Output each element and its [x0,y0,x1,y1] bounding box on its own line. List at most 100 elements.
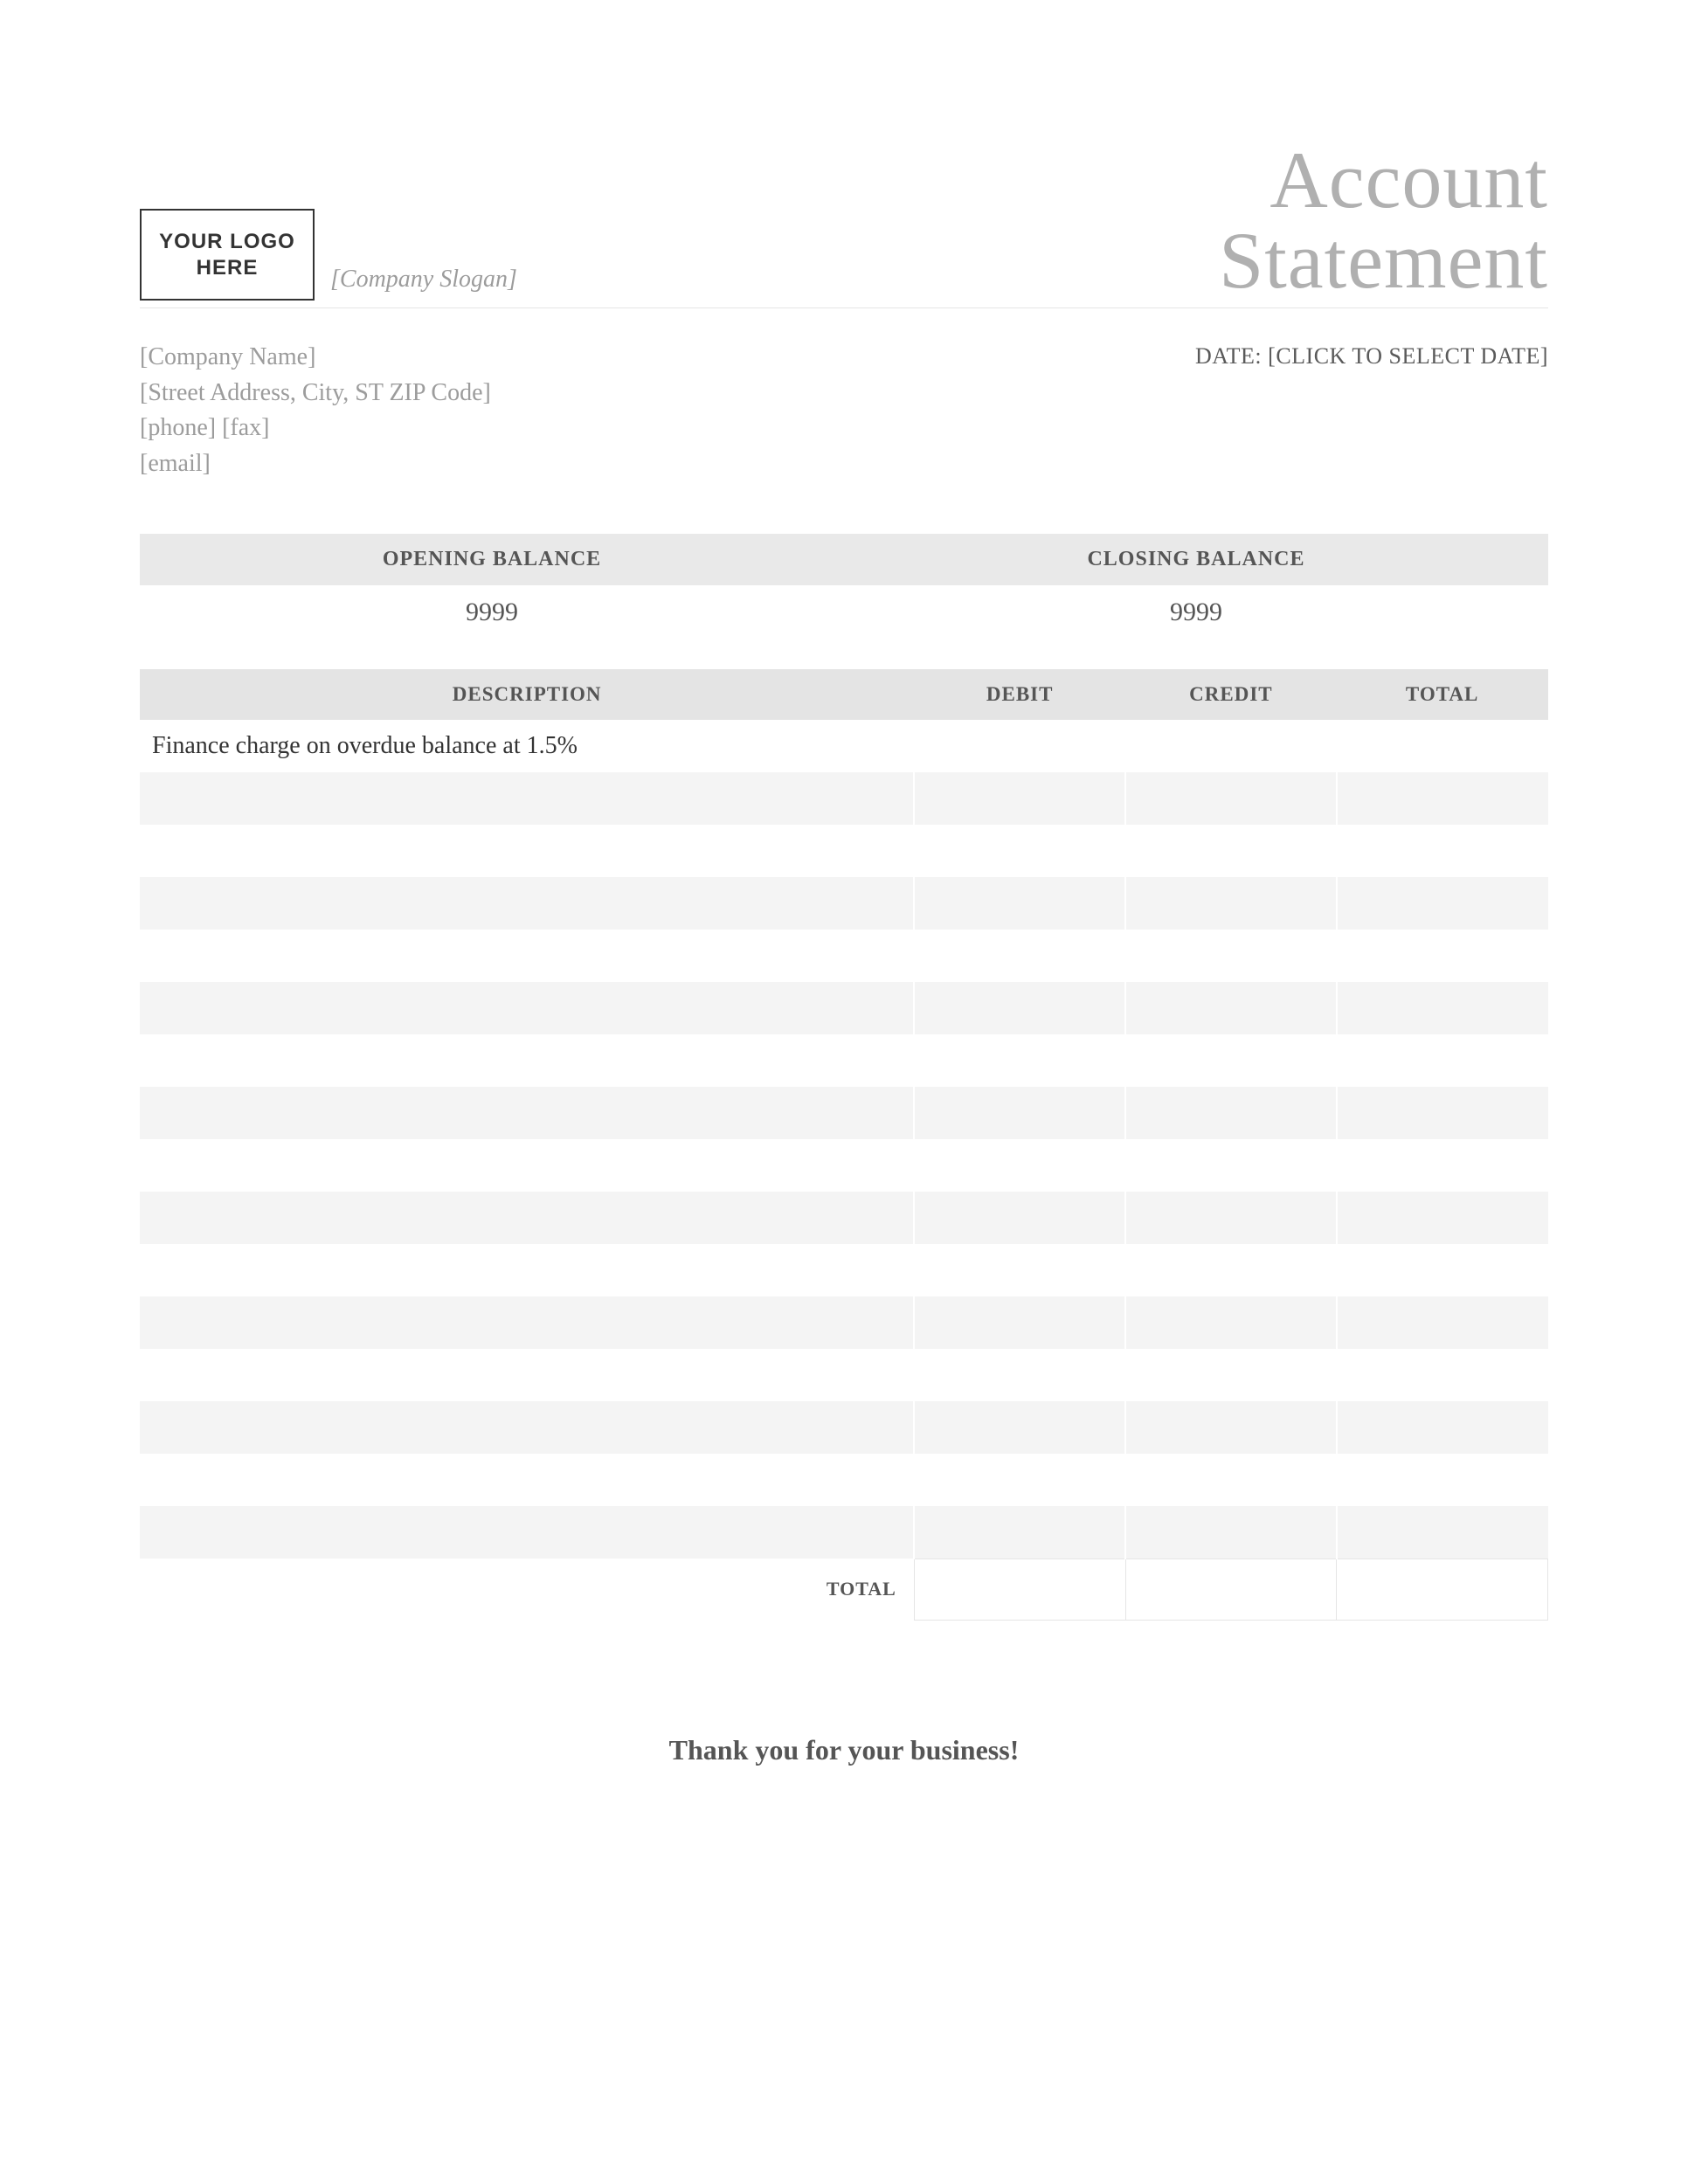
company-name[interactable]: [Company Name] [140,340,491,376]
ledger-cell-description[interactable]: Finance charge on overdue balance at 1.5… [140,720,914,772]
ledger-cell-debit[interactable] [914,1244,1125,1296]
ledger-cell-debit[interactable] [914,1296,1125,1349]
ledger-cell-total[interactable] [1337,1192,1548,1244]
company-email[interactable]: [email] [140,446,491,482]
ledger-total-row: TOTAL [140,1559,1548,1620]
ledger-cell-description[interactable] [140,1034,914,1087]
ledger-cell-total[interactable] [1337,930,1548,982]
ledger-cell-description[interactable] [140,772,914,825]
ledger-body: Finance charge on overdue balance at 1.5… [140,720,1548,1559]
date-line: DATE: [CLICK TO SELECT DATE] [1195,340,1548,370]
ledger-cell-credit[interactable] [1125,1296,1337,1349]
ledger-cell-debit[interactable] [914,982,1125,1034]
ledger-cell-debit[interactable] [914,1034,1125,1087]
ledger-row [140,1192,1548,1244]
ledger-cell-total[interactable] [1337,1349,1548,1401]
ledger-cell-description[interactable] [140,1087,914,1139]
ledger-cell-credit[interactable] [1125,825,1337,877]
ledger-cell-debit[interactable] [914,1192,1125,1244]
info-row: [Company Name] [Street Address, City, ST… [140,340,1548,481]
company-slogan[interactable]: [Company Slogan] [330,266,517,301]
ledger-cell-debit[interactable] [914,930,1125,982]
ledger-cell-total[interactable] [1337,1139,1548,1192]
ledger-row [140,1401,1548,1454]
ledger-cell-total[interactable] [1337,1034,1548,1087]
ledger-cell-description[interactable] [140,1139,914,1192]
ledger-cell-description[interactable] [140,1401,914,1454]
ledger-cell-credit[interactable] [1125,1349,1337,1401]
ledger-cell-debit[interactable] [914,1454,1125,1506]
ledger-cell-total[interactable] [1337,825,1548,877]
ledger-cell-total[interactable] [1337,772,1548,825]
document-title: Account Statement [1219,140,1548,301]
col-debit: DEBIT [914,669,1125,720]
ledger-cell-description[interactable] [140,930,914,982]
ledger-cell-credit[interactable] [1125,772,1337,825]
company-block: [Company Name] [Street Address, City, ST… [140,340,491,481]
ledger-cell-debit[interactable] [914,1506,1125,1559]
date-label: DATE: [1195,343,1262,369]
company-phone[interactable]: [phone] [fax] [140,411,491,446]
ledger-cell-description[interactable] [140,877,914,930]
ledger-cell-debit[interactable] [914,1087,1125,1139]
ledger-cell-debit[interactable] [914,877,1125,930]
ledger-row [140,1454,1548,1506]
date-value[interactable]: [CLICK TO SELECT DATE] [1268,343,1548,369]
ledger-cell-description[interactable] [140,1244,914,1296]
ledger-cell-total[interactable] [1337,1506,1548,1559]
title-line-1: Account [1269,135,1548,225]
ledger-row [140,982,1548,1034]
ledger-cell-total[interactable] [1337,1454,1548,1506]
ledger-cell-total[interactable] [1337,720,1548,772]
ledger-cell-debit[interactable] [914,1401,1125,1454]
ledger-cell-description[interactable] [140,1454,914,1506]
ledger-cell-description[interactable] [140,1296,914,1349]
ledger-cell-credit[interactable] [1125,1192,1337,1244]
ledger-cell-total[interactable] [1337,982,1548,1034]
balance-table: OPENING BALANCE CLOSING BALANCE 9999 999… [140,534,1548,643]
ledger-cell-total[interactable] [1337,1244,1548,1296]
ledger-cell-credit[interactable] [1125,930,1337,982]
ledger-cell-credit[interactable] [1125,1034,1337,1087]
ledger-cell-description[interactable] [140,1506,914,1559]
total-credit[interactable] [1125,1559,1337,1620]
opening-balance-value[interactable]: 9999 [140,585,844,643]
ledger-cell-description[interactable] [140,825,914,877]
ledger-cell-description[interactable] [140,982,914,1034]
ledger-cell-credit[interactable] [1125,1244,1337,1296]
logo-placeholder[interactable]: YOUR LOGO HERE [140,209,315,301]
ledger-cell-total[interactable] [1337,1087,1548,1139]
account-statement-page: YOUR LOGO HERE [Company Slogan] Account … [0,0,1688,2184]
ledger-cell-credit[interactable] [1125,877,1337,930]
title-line-2: Statement [1219,216,1548,305]
ledger-cell-debit[interactable] [914,1349,1125,1401]
col-description: DESCRIPTION [140,669,914,720]
header-left: YOUR LOGO HERE [Company Slogan] [140,209,517,301]
ledger-row: Finance charge on overdue balance at 1.5… [140,720,1548,772]
ledger-cell-description[interactable] [140,1192,914,1244]
ledger-cell-description[interactable] [140,1349,914,1401]
ledger-row [140,825,1548,877]
ledger-cell-credit[interactable] [1125,1087,1337,1139]
closing-balance-value[interactable]: 9999 [844,585,1548,643]
ledger-cell-debit[interactable] [914,720,1125,772]
ledger-cell-total[interactable] [1337,877,1548,930]
ledger-cell-credit[interactable] [1125,982,1337,1034]
ledger-cell-credit[interactable] [1125,1454,1337,1506]
thank-you-message: Thank you for your business! [140,1734,1548,1766]
ledger-row [140,772,1548,825]
ledger-cell-credit[interactable] [1125,720,1337,772]
ledger-cell-total[interactable] [1337,1296,1548,1349]
ledger-row [140,1139,1548,1192]
company-address[interactable]: [Street Address, City, ST ZIP Code] [140,376,491,411]
ledger-cell-credit[interactable] [1125,1506,1337,1559]
ledger-cell-debit[interactable] [914,825,1125,877]
ledger-cell-debit[interactable] [914,1139,1125,1192]
ledger-row [140,1506,1548,1559]
ledger-cell-debit[interactable] [914,772,1125,825]
total-debit[interactable] [914,1559,1125,1620]
total-total[interactable] [1337,1559,1548,1620]
ledger-cell-credit[interactable] [1125,1401,1337,1454]
ledger-cell-credit[interactable] [1125,1139,1337,1192]
ledger-cell-total[interactable] [1337,1401,1548,1454]
